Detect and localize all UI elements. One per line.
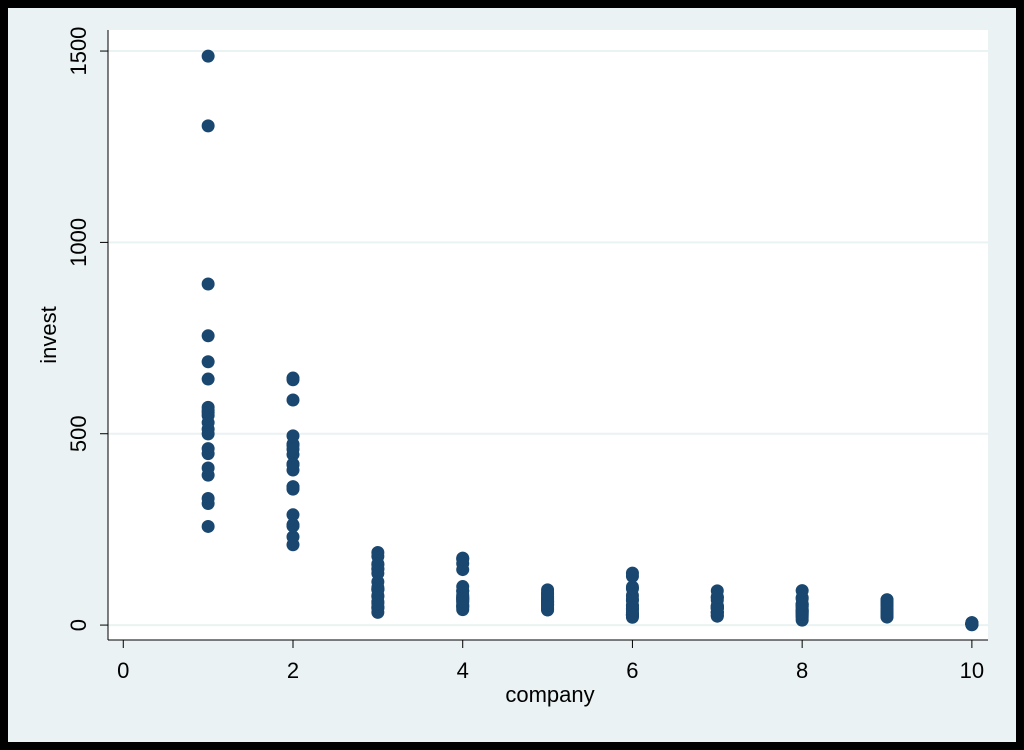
x-tick-label: 0 xyxy=(117,658,129,683)
y-tick-label: 1500 xyxy=(66,27,91,76)
point xyxy=(965,616,979,630)
y-tick-label: 500 xyxy=(66,415,91,452)
point xyxy=(456,563,470,577)
x-tick-label: 10 xyxy=(960,658,984,683)
point xyxy=(286,442,300,456)
point xyxy=(541,587,555,601)
point xyxy=(201,447,215,461)
x-tick-label: 2 xyxy=(287,658,299,683)
y-axis-title: invest xyxy=(36,306,61,363)
x-tick-label: 6 xyxy=(626,658,638,683)
point xyxy=(371,546,385,560)
point xyxy=(201,427,215,441)
point xyxy=(625,566,639,580)
point xyxy=(286,458,300,472)
point xyxy=(201,355,215,369)
point xyxy=(286,429,300,443)
point xyxy=(201,119,215,133)
point xyxy=(201,372,215,386)
x-tick-label: 4 xyxy=(457,658,469,683)
point xyxy=(541,597,555,611)
x-tick-label: 8 xyxy=(796,658,808,683)
point xyxy=(286,519,300,533)
point xyxy=(201,406,215,420)
point xyxy=(201,461,215,475)
point xyxy=(371,582,385,596)
y-tick-label: 1000 xyxy=(66,218,91,267)
plot-area xyxy=(108,30,988,640)
point xyxy=(371,596,385,610)
point xyxy=(286,480,300,494)
point xyxy=(456,580,470,594)
point xyxy=(201,519,215,533)
x-axis-title: company xyxy=(505,682,594,707)
point xyxy=(625,580,639,594)
y-tick-label: 0 xyxy=(66,619,91,631)
point xyxy=(456,552,470,566)
point xyxy=(286,508,300,522)
point xyxy=(201,329,215,343)
point xyxy=(286,530,300,544)
point xyxy=(201,277,215,291)
point xyxy=(201,491,215,505)
point xyxy=(710,584,724,598)
point xyxy=(201,416,215,430)
point xyxy=(286,373,300,387)
point xyxy=(880,599,894,613)
point xyxy=(795,592,809,606)
point xyxy=(286,393,300,407)
point xyxy=(201,49,215,63)
